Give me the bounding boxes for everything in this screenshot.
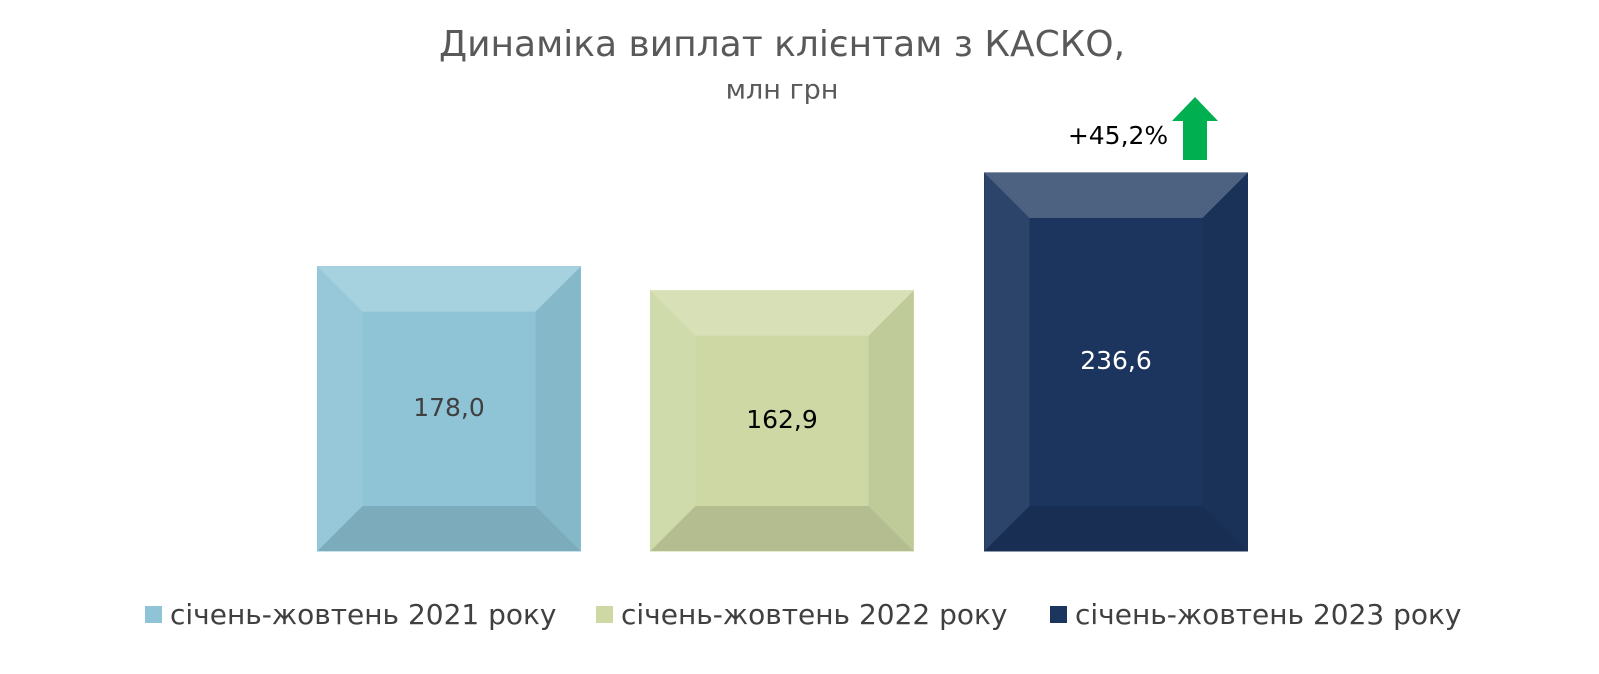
bar-bevel — [317, 266, 363, 551]
value-label: 236,6 — [1080, 346, 1152, 375]
legend-label: січень-жовтень 2021 року — [170, 598, 557, 631]
bar-bevel — [984, 506, 1248, 551]
bar-bevel — [650, 506, 914, 551]
chart-title: Динаміка виплат клієнтам з КАСКО, — [439, 24, 1125, 65]
bar — [984, 172, 1248, 552]
legend-swatch — [145, 606, 162, 623]
bar — [317, 266, 581, 552]
value-label: 162,9 — [746, 405, 818, 434]
bar-bevel — [650, 290, 696, 551]
bar-bevel — [984, 173, 1030, 551]
bar-bevel — [650, 290, 914, 336]
bar-bevel — [317, 266, 581, 312]
legend-swatch — [596, 606, 613, 623]
chart-subtitle: млн грн — [726, 75, 839, 106]
legend-swatch — [1050, 606, 1067, 623]
bar — [650, 290, 914, 552]
legend-label: січень-жовтень 2022 року — [621, 598, 1008, 631]
bar-bevel — [535, 266, 581, 551]
bar-bevel — [1202, 173, 1248, 551]
bar-bevel — [317, 506, 581, 551]
value-label: 178,0 — [413, 393, 485, 422]
growth-arrow — [1172, 97, 1218, 160]
bar-bevel — [868, 290, 914, 551]
legend-label: січень-жовтень 2023 року — [1075, 598, 1462, 631]
annotation: +45,2% — [1068, 121, 1168, 150]
bar-bevel — [984, 173, 1248, 218]
